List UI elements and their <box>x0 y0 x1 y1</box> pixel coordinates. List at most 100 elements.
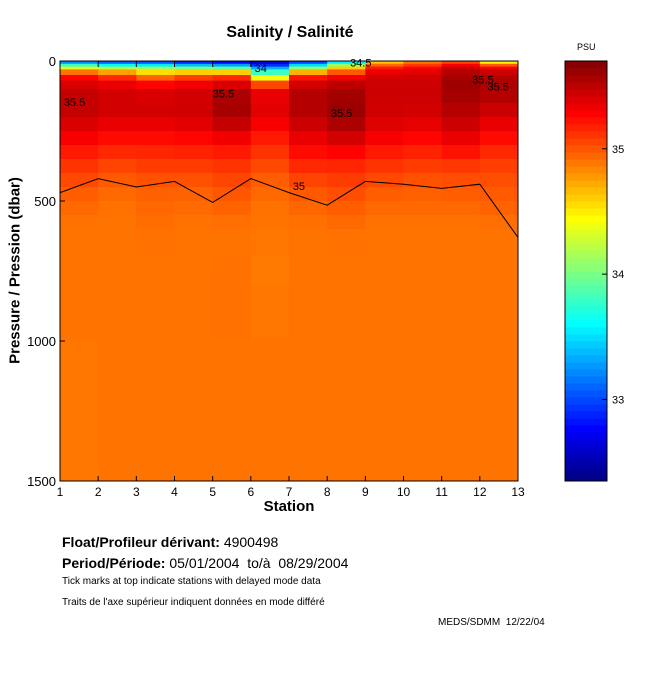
colorbar-segment <box>565 82 607 90</box>
salinity-cell <box>60 257 99 286</box>
salinity-cell <box>365 63 404 68</box>
x-tick-label: 2 <box>95 485 102 499</box>
period-value: 05/01/2004 to/à 08/29/2004 <box>169 555 349 571</box>
salinity-cell <box>403 131 443 146</box>
salinity-cell <box>289 201 328 216</box>
salinity-cell <box>441 66 481 70</box>
salinity-cell <box>479 69 519 76</box>
colorbar-segment <box>565 194 607 202</box>
salinity-cell <box>174 257 214 286</box>
salinity-cell <box>327 173 366 188</box>
salinity-cell <box>250 89 290 104</box>
salinity-cell <box>403 145 443 160</box>
salinity-cell <box>441 285 481 342</box>
colorbar-segment <box>565 264 607 272</box>
colorbar-segment <box>565 348 607 356</box>
salinity-cell <box>403 215 443 230</box>
salinity-cell <box>327 66 366 70</box>
contour-35-line <box>59 178 519 238</box>
salinity-cell <box>327 61 366 65</box>
salinity-cell <box>136 257 175 286</box>
colorbar-tick-label: 34 <box>612 269 624 281</box>
salinity-cell <box>60 75 99 82</box>
x-tick-label: 9 <box>362 485 369 499</box>
salinity-cell <box>98 341 137 482</box>
colorbar-segment <box>565 166 607 174</box>
salinity-cell <box>98 215 137 230</box>
salinity-cell <box>327 341 366 482</box>
salinity-cell <box>441 89 481 104</box>
salinity-cell <box>403 173 443 188</box>
salinity-cell <box>174 285 214 342</box>
salinity-cell <box>174 145 214 160</box>
colorbar-segment <box>565 201 607 209</box>
salinity-cell <box>403 341 443 482</box>
colorbar-segment <box>565 68 607 76</box>
colorbar-segment <box>565 159 607 167</box>
salinity-cell <box>250 229 290 258</box>
colorbar-unit: PSU <box>577 42 596 52</box>
salinity-cell <box>250 159 290 174</box>
colorbar-segment <box>565 229 607 237</box>
colorbar-segment <box>565 355 607 363</box>
salinity-cell <box>250 145 290 160</box>
x-tick-label: 5 <box>209 485 216 499</box>
salinity-cell <box>365 215 404 230</box>
salinity-cell <box>174 61 214 65</box>
salinity-cell <box>441 201 481 216</box>
colorbar-segment <box>565 313 607 321</box>
salinity-cell <box>98 89 137 104</box>
salinity-cell <box>365 285 404 342</box>
salinity-cell <box>212 66 252 70</box>
salinity-cell <box>403 257 443 286</box>
salinity-cell <box>212 117 252 132</box>
salinity-cell <box>327 201 366 216</box>
salinity-cell <box>403 187 443 202</box>
salinity-cell <box>212 75 252 82</box>
colorbar-segment <box>565 75 607 83</box>
colorbar-segment <box>565 61 607 69</box>
salinity-cell <box>441 187 481 202</box>
salinity-cell <box>174 341 214 482</box>
salinity-cell <box>98 61 137 65</box>
y-tick-label: 500 <box>34 194 56 209</box>
salinity-cell <box>403 117 443 132</box>
contour-label: 35.5 <box>472 74 493 86</box>
colorbar-segment <box>565 243 607 251</box>
salinity-cell <box>136 215 175 230</box>
colorbar-frame <box>564 60 608 482</box>
salinity-cell <box>98 229 137 258</box>
contour-label: 34.5 <box>350 58 371 70</box>
salinity-cell <box>327 89 366 104</box>
salinity-cell <box>365 80 404 90</box>
salinity-cell <box>365 145 404 160</box>
salinity-cell <box>98 103 137 118</box>
salinity-cell <box>479 187 519 202</box>
salinity-cell <box>479 89 519 104</box>
salinity-cell <box>250 75 290 82</box>
contour-label: 35.5 <box>213 88 234 100</box>
colorbar-segment <box>565 299 607 307</box>
salinity-cell <box>365 229 404 258</box>
salinity-cell <box>403 63 443 68</box>
colorbar-segment <box>565 208 607 216</box>
colorbar-segment <box>565 257 607 265</box>
salinity-cell <box>60 103 99 118</box>
salinity-cell <box>403 229 443 258</box>
salinity-cell <box>365 89 404 104</box>
salinity-cell <box>98 69 137 76</box>
colorbar-segment <box>565 362 607 370</box>
salinity-cell <box>479 103 519 118</box>
salinity-cell <box>289 80 328 90</box>
salinity-cell <box>212 341 252 482</box>
contour-label: 35 <box>293 181 305 193</box>
salinity-cell <box>60 61 99 65</box>
contour-label: 35.5 <box>64 97 85 109</box>
salinity-cell <box>136 63 175 68</box>
salinity-cell <box>98 187 137 202</box>
salinity-cell <box>327 187 366 202</box>
salinity-cell <box>441 173 481 188</box>
salinity-cell <box>136 89 175 104</box>
salinity-cell <box>289 187 328 202</box>
